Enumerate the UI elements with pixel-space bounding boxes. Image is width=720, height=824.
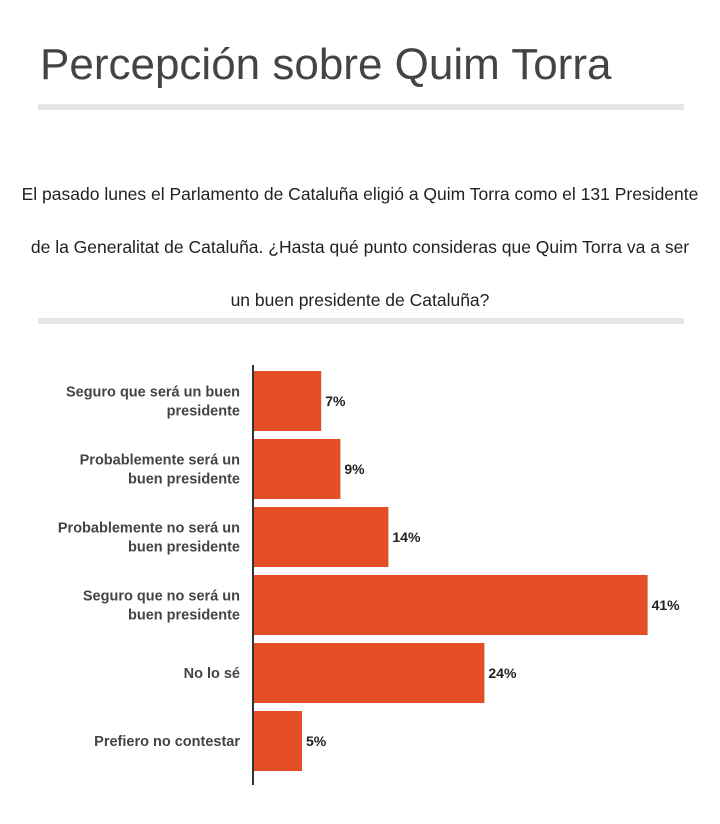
category-label: buen presidente [128,540,240,556]
value-label: 7% [325,393,346,409]
value-label: 9% [344,461,365,477]
category-label: Seguro que será un buen [66,385,240,401]
bar [254,643,485,703]
description-divider [38,318,684,324]
bar [254,711,302,771]
category-label: buen presidente [128,608,240,624]
bar [254,507,389,567]
category-label: Prefiero no contestar [94,734,240,750]
category-label: Probablemente será un [80,453,240,469]
bar [254,371,322,431]
value-label: 5% [306,733,327,749]
category-label: No lo sé [184,666,240,682]
bar [254,439,341,499]
category-label: buen presidente [128,472,240,488]
category-label: presidente [167,404,240,420]
category-label: Probablemente no será un [58,521,240,537]
value-label: 24% [488,665,517,681]
question-text: El pasado lunes el Parlamento de Cataluñ… [21,184,699,310]
value-label: 14% [392,529,421,545]
value-label: 41% [652,597,681,613]
bar-chart: 7% Seguro que será un buen presidente 9% Pro… [58,365,681,785]
page-title: Percepción sobre Quim Torra [40,40,612,89]
title-divider [38,104,684,110]
bar [254,575,648,635]
category-label: Seguro que no será un [83,589,240,605]
